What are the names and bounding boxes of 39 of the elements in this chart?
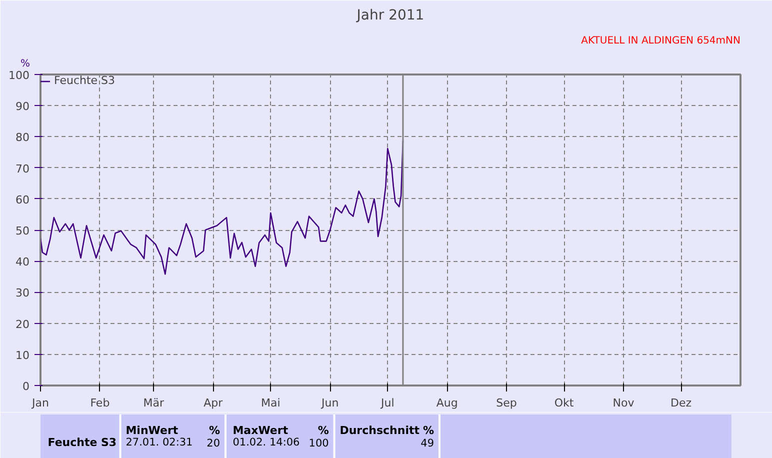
text: 49 [420, 438, 434, 450]
x-tick-label: Aug [436, 396, 458, 410]
x-tick-label: Mai [260, 396, 280, 410]
chart-title: Jahr 2011 [356, 8, 424, 24]
x-tick-label: Jun [320, 396, 339, 410]
text: Feuchte S3 [48, 436, 117, 449]
x-tick-label: Mär [143, 396, 165, 410]
text: 01.02. 14:06 [232, 436, 300, 448]
text: 20 [206, 438, 220, 450]
y-axis-title: % [20, 58, 30, 70]
x-tick-label: Okt [554, 396, 574, 410]
text: MinWert [126, 424, 178, 437]
y-tick-label: 70 [16, 162, 30, 176]
text: % [423, 424, 434, 437]
y-tick-label: 20 [16, 318, 30, 331]
y-tick-label: 50 [16, 224, 30, 238]
text: MaxWert [232, 424, 288, 437]
text: 100 [308, 438, 329, 450]
text: 27.01. 02:31 [126, 436, 193, 448]
text: Durchschnitt [340, 424, 420, 437]
y-tick-label: 80 [16, 131, 30, 144]
y-tick-label: 90 [16, 100, 30, 114]
y-tick-label: 30 [16, 286, 30, 300]
y-tick-label: 40 [16, 256, 30, 269]
y-tick-label: 0 [22, 380, 30, 393]
text: AKTUELL IN ALDINGEN 654mNN [581, 36, 741, 46]
text: % [318, 424, 329, 437]
x-tick-label: Jan [31, 396, 50, 410]
x-tick-label: Apr [204, 396, 224, 410]
y-tick-label: 100 [8, 69, 30, 82]
text: Feuchte S3 [54, 74, 116, 87]
y-tick-label: 10 [16, 348, 30, 362]
text: % [209, 424, 220, 437]
y-tick-label: 60 [16, 193, 30, 206]
x-tick-label: Jul [380, 396, 394, 410]
x-tick-label: Dez [670, 396, 692, 410]
x-tick-label: Feb [90, 396, 110, 410]
x-tick-label: Sep [496, 396, 517, 410]
x-tick-label: Nov [612, 396, 635, 410]
